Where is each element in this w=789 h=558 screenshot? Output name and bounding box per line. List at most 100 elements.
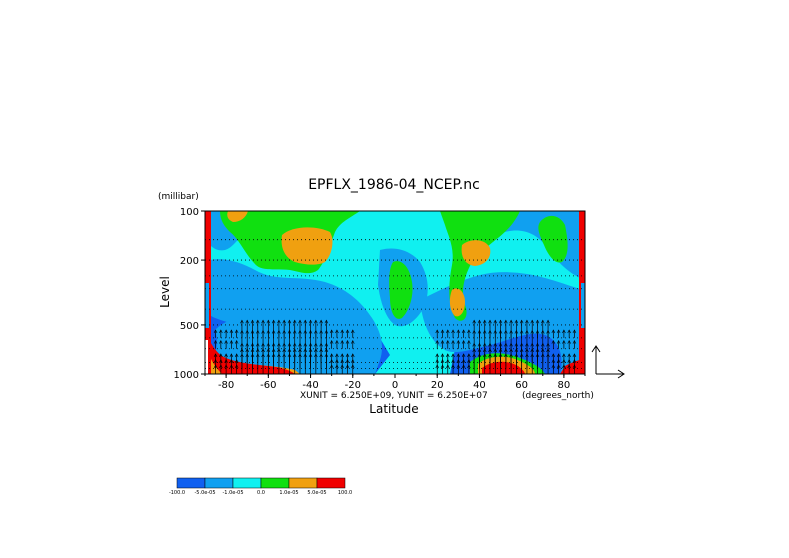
vector-arrow-head bbox=[514, 319, 519, 324]
vector-arrow-head bbox=[256, 329, 260, 334]
vector-arrow-head bbox=[519, 353, 524, 358]
vector-arrow-head bbox=[472, 329, 476, 334]
vector-arrow-head bbox=[308, 348, 313, 353]
vector-arrow-head bbox=[266, 353, 271, 358]
vector-arrow-head bbox=[525, 319, 529, 324]
vector-arrow-head bbox=[541, 348, 545, 353]
vector-arrow-head bbox=[451, 339, 455, 344]
vector-arrow-head bbox=[271, 348, 276, 353]
vector-arrow-head bbox=[261, 348, 265, 353]
vector-arrow-head bbox=[562, 329, 566, 334]
vector-arrow-head bbox=[229, 329, 234, 334]
vector-arrow-head bbox=[440, 353, 445, 358]
vector-arrow-head bbox=[546, 329, 550, 334]
vector-arrow-head bbox=[234, 353, 239, 358]
vector-arrow-head bbox=[461, 329, 466, 334]
vector-arrow-head bbox=[498, 353, 503, 358]
x-tick-label: -40 bbox=[302, 380, 318, 391]
vector-arrow-head bbox=[488, 348, 492, 353]
vector-arrow-head bbox=[472, 319, 476, 324]
vector-arrow-head bbox=[572, 329, 577, 334]
x-tick-label: -60 bbox=[260, 380, 276, 391]
x-tick-label: -80 bbox=[218, 380, 234, 391]
vector-arrow-head bbox=[493, 348, 498, 353]
vector-arrow-head bbox=[551, 364, 556, 369]
vector-arrow-head bbox=[335, 329, 339, 334]
vector-arrow-head bbox=[229, 339, 234, 344]
vector-arrow-head bbox=[472, 353, 476, 358]
vector-arrow-head bbox=[256, 348, 260, 353]
vector-arrow-head bbox=[456, 364, 461, 369]
vector-arrow-head bbox=[435, 359, 439, 363]
vector-arrow-head bbox=[551, 339, 556, 344]
vector-arrow-head bbox=[329, 359, 334, 363]
vector-arrow-head bbox=[567, 339, 571, 344]
vector-arrow-head bbox=[335, 359, 339, 363]
vector-arrow-head bbox=[446, 339, 450, 344]
vector-arrow-head bbox=[234, 339, 239, 344]
ep-flux-vectors bbox=[213, 319, 577, 374]
vector-arrow-head bbox=[514, 348, 519, 353]
vector-arrow-head bbox=[308, 329, 313, 334]
vector-arrow-head bbox=[319, 353, 323, 358]
vector-arrow-head bbox=[351, 353, 355, 358]
vector-arrow-head bbox=[287, 342, 292, 347]
vector-arrow-head bbox=[535, 353, 540, 358]
vector-arrow-head bbox=[250, 342, 255, 347]
vector-arrow-head bbox=[567, 329, 571, 334]
vector-arrow-head bbox=[261, 353, 265, 358]
vector-arrow-head bbox=[351, 339, 355, 344]
y-tick-label: 100 bbox=[180, 207, 199, 218]
vector-arrow-head bbox=[482, 348, 487, 353]
vector-arrow-head bbox=[435, 353, 439, 358]
vector-arrow-head bbox=[551, 353, 556, 358]
vector-arrow-head bbox=[335, 339, 339, 344]
vector-arrow-head bbox=[319, 319, 323, 324]
colorbar-swatch bbox=[232, 477, 262, 489]
vector-arrow-head bbox=[493, 319, 498, 324]
vector-arrow-head bbox=[298, 342, 302, 347]
vector-arrow-head bbox=[461, 364, 466, 369]
vector-arrow-head bbox=[340, 359, 344, 363]
colorbar-label: 1.0e-05 bbox=[279, 490, 298, 496]
vector-arrow-head bbox=[351, 329, 355, 334]
vector-arrow-head bbox=[488, 353, 492, 358]
vector-arrow-head bbox=[308, 353, 313, 358]
vector-arrow-head bbox=[482, 329, 487, 334]
vector-arrow-head bbox=[213, 353, 218, 358]
vector-arrow-head bbox=[514, 329, 519, 334]
vector-arrow-head bbox=[266, 319, 271, 324]
vector-arrow-head bbox=[572, 359, 577, 363]
vector-arrow-head bbox=[234, 329, 239, 334]
vector-arrow-head bbox=[546, 319, 550, 324]
contour-field bbox=[205, 211, 585, 374]
vector-arrow-head bbox=[345, 353, 350, 358]
vector-arrow-head bbox=[314, 319, 318, 324]
vector-arrow-head bbox=[435, 339, 439, 344]
vector-arrow-head bbox=[493, 329, 498, 334]
colorbar-label: 5.0e-05 bbox=[307, 490, 326, 496]
vector-arrow-head bbox=[351, 359, 355, 363]
vector-arrow-head bbox=[250, 353, 255, 358]
vector-arrow-head bbox=[467, 339, 471, 344]
vector-arrow-head bbox=[213, 364, 218, 369]
vector-arrow-head bbox=[482, 342, 487, 347]
vector-arrow-head bbox=[314, 348, 318, 353]
vector-arrow-head bbox=[298, 348, 302, 353]
vector-arrow-head bbox=[541, 342, 545, 347]
vector-arrow-head bbox=[256, 342, 260, 347]
vector-arrow-head bbox=[303, 348, 308, 353]
vector-arrow-head bbox=[282, 342, 286, 347]
vector-arrow-head bbox=[504, 319, 508, 324]
vector-arrow-head bbox=[467, 329, 471, 334]
vector-arrow-head bbox=[530, 353, 534, 358]
vector-arrow-head bbox=[335, 353, 339, 358]
colorbar-swatch bbox=[260, 477, 290, 489]
vector-arrow-head bbox=[461, 339, 466, 344]
vector-arrow-head bbox=[562, 359, 566, 363]
vector-arrow-head bbox=[456, 353, 461, 358]
vector-arrow-head bbox=[277, 319, 281, 324]
vector-arrow-head bbox=[451, 364, 455, 369]
vector-arrow-head bbox=[504, 329, 508, 334]
vector-arrow-head bbox=[498, 319, 503, 324]
